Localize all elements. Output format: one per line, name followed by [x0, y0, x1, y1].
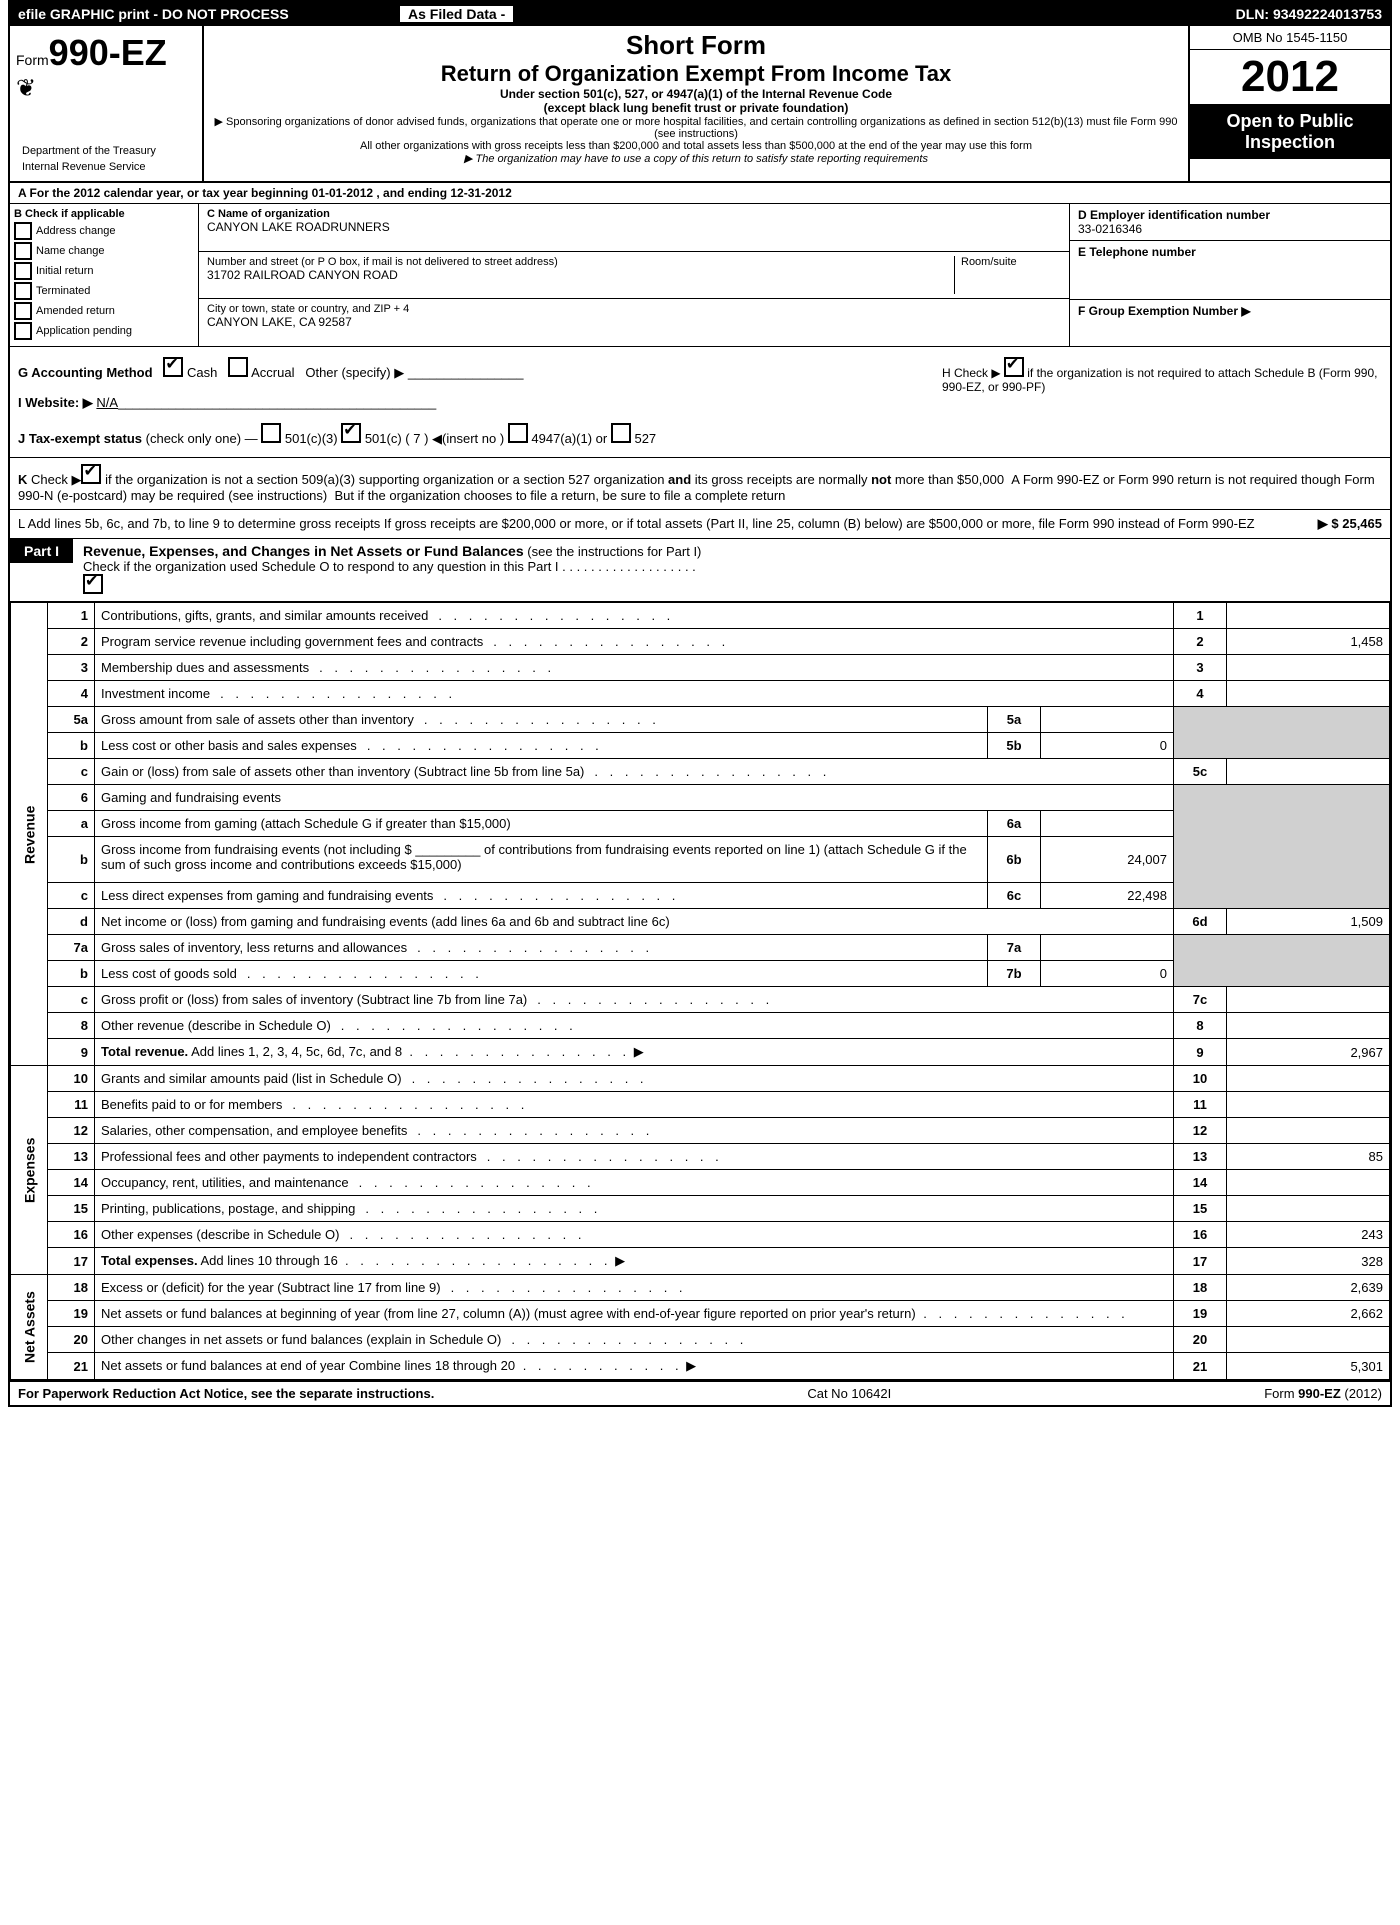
form-prefix: Form: [16, 52, 49, 68]
website: N/A: [96, 395, 118, 410]
f-label: F Group Exemption Number ▶: [1078, 304, 1382, 318]
cb-k[interactable]: [81, 464, 101, 484]
subtitle1: Under section 501(c), 527, or 4947(a)(1)…: [214, 87, 1178, 101]
side-expenses: Expenses: [11, 1066, 48, 1275]
side-netassets: Net Assets: [11, 1275, 48, 1380]
cb-cash[interactable]: [163, 357, 183, 377]
open-public: Open to Public Inspection: [1190, 105, 1390, 159]
subtitle2: (except black lung benefit trust or priv…: [214, 101, 1178, 115]
col-de: D Employer identification number 33-0216…: [1069, 204, 1390, 346]
cb-amended[interactable]: [14, 302, 32, 320]
cb-part1[interactable]: [83, 574, 103, 594]
topbar-right: DLN: 93492224013753: [1236, 6, 1382, 22]
lines-table: Revenue 1 Contributions, gifts, grants, …: [10, 602, 1390, 1380]
part1-title: Revenue, Expenses, and Changes in Net As…: [73, 539, 1390, 601]
room-label: Room/suite: [954, 256, 1061, 295]
ein: 33-0216346: [1078, 222, 1382, 236]
part1-header: Part I Revenue, Expenses, and Changes in…: [10, 538, 1390, 602]
cb-accrual[interactable]: [228, 357, 248, 377]
g-label: G Accounting Method: [18, 365, 153, 380]
cb-527[interactable]: [611, 423, 631, 443]
cb-app-pending[interactable]: [14, 322, 32, 340]
short-form: Short Form: [214, 30, 1178, 61]
i-label: I Website: ▶: [18, 395, 93, 410]
header-left: Form990-EZ ❦ Department of the Treasury …: [10, 26, 204, 181]
cb-name-change[interactable]: [14, 242, 32, 260]
header-center: Short Form Return of Organization Exempt…: [204, 26, 1188, 181]
form-number: 990-EZ: [49, 32, 167, 73]
footer-left: For Paperwork Reduction Act Notice, see …: [18, 1386, 434, 1401]
header-row: Form990-EZ ❦ Department of the Treasury …: [10, 26, 1390, 183]
footer-right: Form 990-EZ (2012): [1264, 1386, 1382, 1401]
section-gh: G Accounting Method Cash Accrual Other (…: [10, 347, 1390, 458]
d-label: D Employer identification number: [1078, 208, 1382, 222]
tax-year: 2012: [1190, 50, 1390, 105]
footer-center: Cat No 10642I: [807, 1386, 891, 1401]
b-label: B Check if applicable: [14, 208, 194, 220]
open-public2: Inspection: [1190, 132, 1390, 153]
cb-initial-return[interactable]: [14, 262, 32, 280]
cb-address-change[interactable]: [14, 222, 32, 240]
section-bcdef: B Check if applicable Address change Nam…: [10, 204, 1390, 347]
e-label: E Telephone number: [1078, 245, 1382, 259]
cb-501c[interactable]: [341, 423, 361, 443]
l-text: L Add lines 5b, 6c, and 7b, to line 9 to…: [18, 516, 1255, 532]
open-public1: Open to Public: [1190, 111, 1390, 132]
city-label: City or town, state or country, and ZIP …: [207, 303, 1061, 315]
topbar-left: efile GRAPHIC print - DO NOT PROCESS: [18, 6, 289, 22]
l-amount: ▶ $ 25,465: [1298, 516, 1382, 532]
bullet1: ▶ Sponsoring organizations of donor advi…: [214, 115, 1178, 140]
cb-4947[interactable]: [508, 423, 528, 443]
city: CANYON LAKE, CA 92587: [207, 315, 1061, 329]
form-990ez: efile GRAPHIC print - DO NOT PROCESS As …: [8, 0, 1392, 1407]
row-a: A For the 2012 calendar year, or tax yea…: [10, 183, 1390, 204]
cb-501c3[interactable]: [261, 423, 281, 443]
street: 31702 RAILROAD CANYON ROAD: [207, 268, 954, 282]
col-c: C Name of organization CANYON LAKE ROADR…: [199, 204, 1069, 346]
h-text1: H Check ▶: [942, 366, 1001, 380]
top-bar: efile GRAPHIC print - DO NOT PROCESS As …: [10, 2, 1390, 26]
side-revenue: Revenue: [11, 603, 48, 1066]
omb: OMB No 1545-1150: [1190, 26, 1390, 50]
topbar-center: As Filed Data -: [400, 6, 513, 22]
part1-label: Part I: [10, 539, 73, 563]
c-name-label: C Name of organization: [207, 208, 1061, 220]
header-right: OMB No 1545-1150 2012 Open to Public Ins…: [1188, 26, 1390, 181]
cb-h[interactable]: [1004, 357, 1024, 377]
return-title: Return of Organization Exempt From Incom…: [214, 61, 1178, 87]
col-b: B Check if applicable Address change Nam…: [10, 204, 199, 346]
footer: For Paperwork Reduction Act Notice, see …: [10, 1380, 1390, 1405]
section-l: L Add lines 5b, 6c, and 7b, to line 9 to…: [10, 510, 1390, 538]
street-label: Number and street (or P O box, if mail i…: [207, 256, 954, 268]
org-name: CANYON LAKE ROADRUNNERS: [207, 220, 1061, 234]
dept2: Internal Revenue Service: [16, 159, 196, 175]
dept1: Department of the Treasury: [16, 143, 196, 159]
bullet3: ▶ The organization may have to use a cop…: [214, 152, 1178, 165]
cb-terminated[interactable]: [14, 282, 32, 300]
bullet2: All other organizations with gross recei…: [214, 140, 1178, 152]
section-k: K Check ▶ if the organization is not a s…: [10, 458, 1390, 510]
